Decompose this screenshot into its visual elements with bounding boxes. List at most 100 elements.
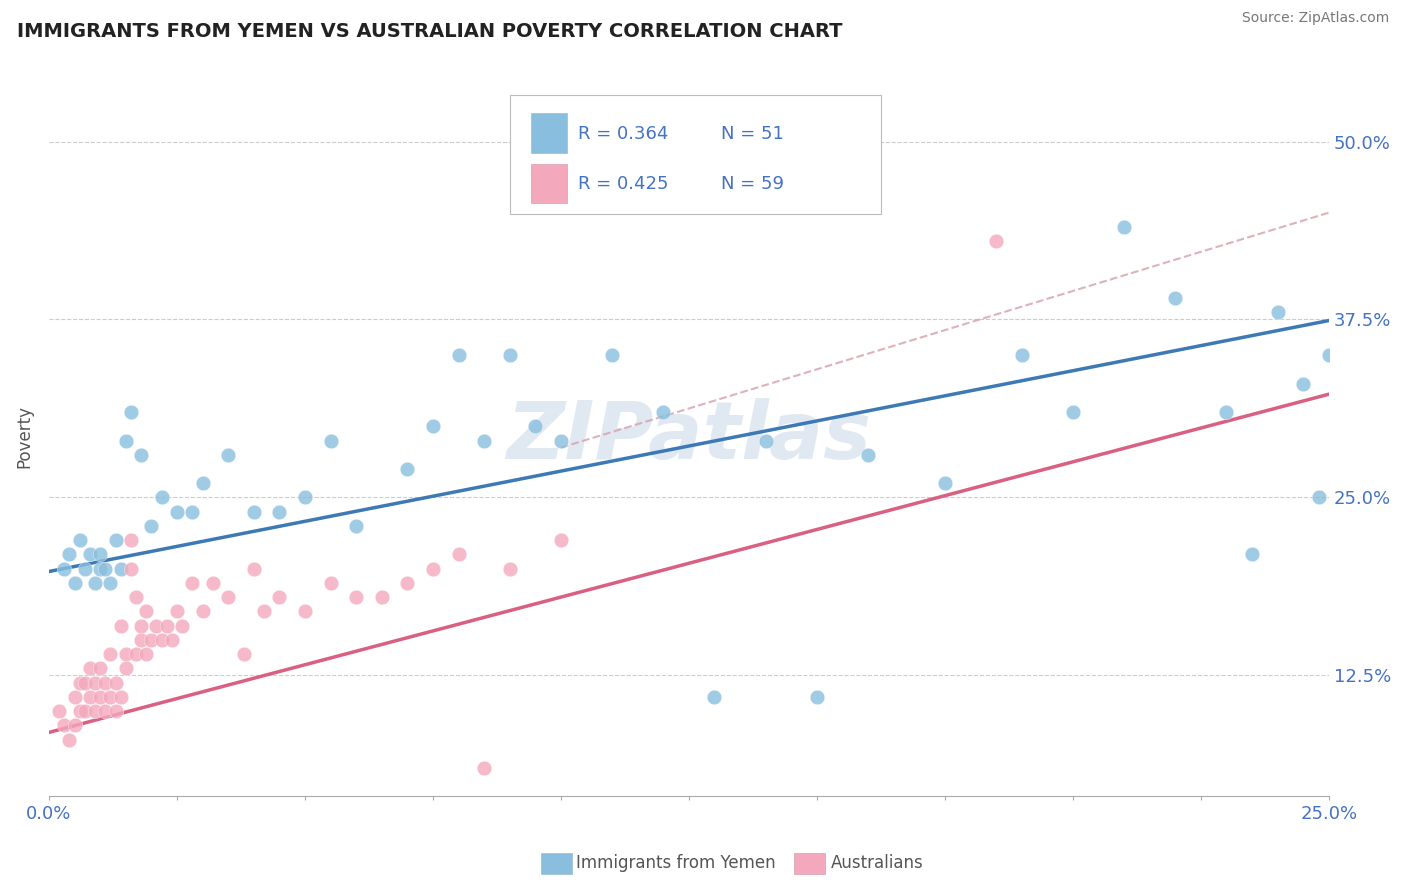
Point <box>135 647 157 661</box>
Point <box>934 476 956 491</box>
Point <box>160 632 183 647</box>
Point <box>69 675 91 690</box>
Text: R = 0.425: R = 0.425 <box>578 175 668 193</box>
Point <box>84 575 107 590</box>
Point <box>125 590 148 604</box>
Point <box>1317 348 1340 362</box>
Point <box>110 561 132 575</box>
Point <box>1292 376 1315 391</box>
Point <box>73 704 96 718</box>
Point <box>120 561 142 575</box>
Point <box>755 434 778 448</box>
Text: ZIPatlas: ZIPatlas <box>506 398 872 476</box>
Point <box>294 604 316 618</box>
Point <box>150 632 173 647</box>
Point <box>269 590 291 604</box>
Point <box>63 575 86 590</box>
Point <box>114 434 136 448</box>
Point <box>84 704 107 718</box>
Point <box>110 690 132 704</box>
Bar <box>531 164 567 203</box>
Point <box>319 434 342 448</box>
Point <box>1164 291 1187 305</box>
Point <box>141 632 163 647</box>
Y-axis label: Poverty: Poverty <box>15 406 32 468</box>
Point <box>120 533 142 548</box>
Point <box>181 575 204 590</box>
Point <box>703 690 725 704</box>
Point <box>1011 348 1033 362</box>
Point <box>232 647 254 661</box>
Point <box>89 561 111 575</box>
Point <box>550 434 572 448</box>
Point <box>294 491 316 505</box>
Point <box>422 561 444 575</box>
Point <box>100 575 122 590</box>
Point <box>69 704 91 718</box>
Point <box>191 604 214 618</box>
Text: N = 51: N = 51 <box>721 125 783 143</box>
Text: N = 59: N = 59 <box>721 175 785 193</box>
Point <box>125 647 148 661</box>
Point <box>84 675 107 690</box>
Text: Immigrants from Yemen: Immigrants from Yemen <box>576 855 776 872</box>
Point <box>63 718 86 732</box>
Point <box>63 690 86 704</box>
Point <box>48 704 70 718</box>
FancyBboxPatch shape <box>510 95 880 214</box>
Point <box>1112 219 1135 234</box>
Point <box>100 647 122 661</box>
Point <box>499 561 522 575</box>
Text: Source: ZipAtlas.com: Source: ZipAtlas.com <box>1241 11 1389 25</box>
Point <box>120 405 142 419</box>
Point <box>79 548 101 562</box>
Point <box>135 604 157 618</box>
Point <box>58 732 80 747</box>
Point <box>73 561 96 575</box>
Point <box>145 618 167 632</box>
Point <box>396 575 419 590</box>
Point <box>114 647 136 661</box>
Point <box>129 448 152 462</box>
Point <box>499 348 522 362</box>
Point <box>422 419 444 434</box>
Text: Australians: Australians <box>831 855 924 872</box>
Point <box>94 675 117 690</box>
Point <box>104 533 127 548</box>
Point <box>53 561 76 575</box>
Point <box>319 575 342 590</box>
Point <box>104 675 127 690</box>
Point <box>344 590 367 604</box>
Point <box>524 419 547 434</box>
Point <box>166 505 188 519</box>
Point <box>89 690 111 704</box>
Text: R = 0.364: R = 0.364 <box>578 125 668 143</box>
Point <box>1062 405 1084 419</box>
Text: IMMIGRANTS FROM YEMEN VS AUSTRALIAN POVERTY CORRELATION CHART: IMMIGRANTS FROM YEMEN VS AUSTRALIAN POVE… <box>17 22 842 41</box>
Point <box>242 561 264 575</box>
Point <box>269 505 291 519</box>
Point <box>856 448 879 462</box>
Point <box>806 690 828 704</box>
Point <box>253 604 276 618</box>
Point <box>472 434 495 448</box>
Point <box>217 590 239 604</box>
Point <box>370 590 392 604</box>
Point <box>79 661 101 675</box>
Point <box>1308 491 1330 505</box>
Point <box>58 548 80 562</box>
Point <box>89 548 111 562</box>
Point <box>1215 405 1237 419</box>
Point <box>344 519 367 533</box>
Point <box>166 604 188 618</box>
Point <box>104 704 127 718</box>
Point <box>73 675 96 690</box>
Point <box>600 348 623 362</box>
Point <box>79 690 101 704</box>
Point <box>447 348 470 362</box>
Point <box>114 661 136 675</box>
Point <box>141 519 163 533</box>
Point <box>129 618 152 632</box>
Point <box>472 761 495 775</box>
Point <box>181 505 204 519</box>
